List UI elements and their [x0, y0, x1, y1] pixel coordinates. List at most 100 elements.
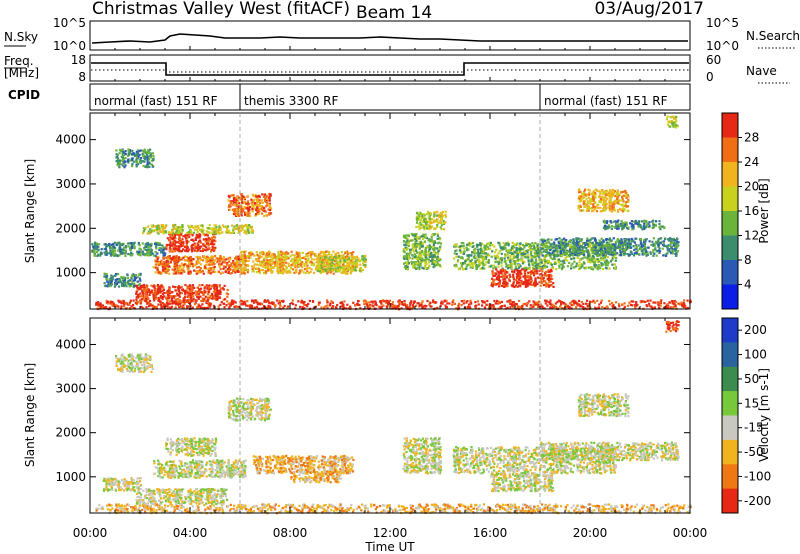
data-cell	[530, 260, 533, 263]
data-cell	[213, 248, 216, 251]
data-cell	[529, 248, 532, 251]
data-cell	[188, 257, 191, 260]
data-cell	[648, 302, 651, 305]
data-cell	[341, 267, 344, 270]
data-cell	[242, 263, 245, 266]
data-cell	[156, 257, 159, 261]
data-cell	[537, 266, 540, 269]
data-cell	[113, 304, 116, 308]
data-cell	[283, 304, 286, 308]
data-cell	[665, 307, 669, 310]
data-cell	[407, 262, 411, 265]
data-cell	[289, 255, 292, 258]
data-cell	[477, 264, 480, 267]
data-cell	[247, 256, 250, 259]
data-cell	[175, 231, 178, 234]
data-cell	[146, 157, 149, 160]
data-cell	[594, 306, 597, 309]
data-cell	[391, 304, 394, 308]
data-cell	[534, 256, 537, 259]
data-cell	[405, 261, 409, 264]
data-cell	[425, 305, 428, 308]
data-cell	[191, 292, 194, 295]
freq-tick-bottom: 8	[78, 70, 86, 84]
data-cell	[209, 287, 212, 290]
data-cell	[385, 301, 388, 304]
data-cell	[225, 230, 228, 233]
data-cell	[270, 267, 273, 271]
data-cell	[652, 301, 655, 304]
data-cell	[615, 256, 618, 260]
data-cell	[94, 242, 97, 246]
data-cell	[288, 264, 291, 267]
data-cell	[535, 251, 538, 254]
data-cell	[563, 302, 566, 305]
data-cell	[263, 193, 266, 196]
data-cell	[674, 305, 677, 308]
data-cell	[468, 244, 471, 247]
data-cell	[434, 251, 437, 254]
data-cell	[260, 255, 263, 258]
data-cell	[144, 295, 148, 298]
data-cell	[142, 283, 145, 287]
data-cell	[119, 300, 122, 303]
data-cell	[132, 160, 135, 163]
data-cell	[553, 255, 556, 259]
data-cell	[178, 250, 181, 253]
data-cell	[162, 230, 165, 233]
data-cell	[481, 242, 484, 245]
data-cell	[195, 272, 198, 275]
data-cell	[431, 233, 434, 236]
data-cell	[405, 256, 408, 259]
data-cell	[182, 248, 185, 251]
data-cell	[362, 255, 365, 258]
data-cell	[308, 251, 312, 254]
data-cell	[229, 268, 232, 271]
data-cell	[174, 270, 177, 273]
data-cell	[667, 307, 670, 310]
data-cell	[246, 269, 249, 272]
data-cell	[484, 258, 487, 261]
data-cell	[305, 262, 308, 265]
data-cell	[307, 257, 310, 260]
data-cell	[416, 217, 419, 220]
data-cell	[481, 304, 484, 307]
data-cell	[189, 304, 192, 307]
data-cell	[205, 258, 208, 261]
data-cell	[214, 232, 217, 235]
data-cell	[140, 298, 143, 301]
data-cell	[181, 225, 184, 228]
data-cell	[219, 292, 222, 296]
data-cell	[335, 270, 338, 273]
data-cell	[429, 247, 432, 251]
data-cell	[99, 302, 102, 306]
data-cell	[521, 260, 524, 263]
data-cell	[151, 305, 154, 308]
data-cell	[234, 268, 237, 271]
data-cell	[434, 265, 437, 268]
data-cell	[155, 226, 158, 229]
data-cell	[598, 245, 601, 248]
data-cell	[663, 302, 666, 305]
data-cell	[419, 261, 422, 264]
data-cell	[462, 242, 465, 245]
data-cell	[667, 304, 670, 307]
data-cell	[330, 300, 333, 303]
data-cell	[302, 300, 305, 303]
data-cell	[240, 193, 243, 196]
data-cell	[589, 253, 592, 256]
data-cell	[499, 247, 503, 250]
data-cell	[364, 258, 368, 261]
data-cell	[352, 266, 355, 269]
data-cell	[243, 229, 246, 232]
data-cell	[196, 266, 199, 269]
data-cell	[150, 253, 153, 256]
data-cell	[152, 254, 156, 257]
data-cell	[126, 160, 129, 163]
data-cell	[194, 290, 197, 293]
data-cell	[285, 271, 288, 274]
data-cell	[146, 251, 149, 254]
data-cell	[145, 306, 148, 309]
data-cell	[175, 258, 178, 261]
data-cell	[262, 195, 266, 198]
